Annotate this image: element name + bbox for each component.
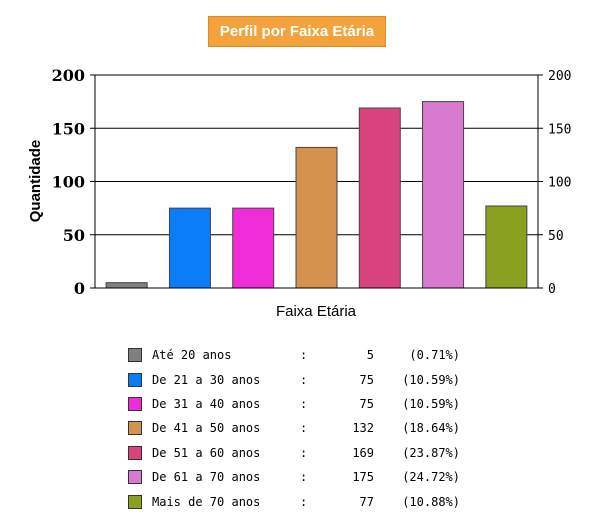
legend-separator: : [300,348,308,363]
y-axis-label: Quantidade [27,140,44,223]
legend-item: De 41 a 50 anos: 132 (18.64%) [128,416,460,440]
y-tick-label-right: 0 [548,282,556,297]
legend-value: 77 [359,494,374,509]
legend-item: De 31 a 40 anos: 75 (10.59%) [128,392,460,416]
legend-label: De 41 a 50 anos [152,421,261,436]
chart-title: Perfil por Faixa Etária [208,16,386,47]
x-axis-label: Faixa Etária [276,303,357,320]
legend-item: De 51 a 60 anos: 169 (23.87%) [128,441,460,465]
legend-swatch [128,421,142,436]
legend-label: De 61 a 70 anos [152,470,261,485]
legend-item: Até 20 anos: 5 (0.71%) [128,343,460,367]
bar [485,205,528,289]
legend: Até 20 anos: 5 (0.71%) De 21 a 30 anos: 75 (1… [128,343,460,514]
legend-separator: : [300,470,308,485]
legend-label: Até 20 anos [152,348,232,363]
legend-separator: : [300,445,308,460]
legend-swatch [128,445,142,460]
y-tick-label-right: 150 [548,122,571,137]
legend-value: 5 [366,348,374,363]
bar-chart: 0 50 100 150 200 0 50 100 150 200 Faixa Etária Q… [27,66,571,320]
y-tick-labels-right: 0 50 100 150 200 [548,69,571,297]
legend-separator: : [300,494,308,509]
legend-value: 175 [352,470,374,485]
legend-value: 132 [352,421,374,436]
legend-percent: (0.71%) [409,348,460,363]
legend-label: Mais de 70 anos [152,494,261,509]
legend-label: De 21 a 30 anos [152,372,261,387]
legend-percent: (18.64%) [402,421,460,436]
legend-swatch [128,396,142,411]
y-tick-label: 150 [52,119,85,138]
bar [168,207,211,289]
legend-swatch [128,470,142,485]
bar [422,101,465,289]
bar [232,207,275,289]
legend-item: De 61 a 70 anos: 175 (24.72%) [128,465,460,489]
y-tick-label: 200 [52,66,85,85]
legend-percent: (10.88%) [402,494,460,509]
legend-label: De 31 a 40 anos [152,396,261,411]
y-tick-label-right: 100 [548,176,571,191]
legend-item: Mais de 70 anos: 77 (10.88%) [128,489,460,513]
legend-swatch [128,372,142,387]
legend-swatch [128,348,142,363]
y-tick-label: 100 [52,173,85,192]
bar [358,107,401,289]
y-tick-label-right: 200 [548,69,571,84]
y-tick-label: 0 [74,279,85,298]
legend-value: 75 [359,372,374,387]
legend-separator: : [300,396,308,411]
legend-swatch [128,494,142,509]
legend-percent: (24.72%) [402,470,460,485]
y-tick-label-right: 50 [548,229,564,244]
legend-label: De 51 a 60 anos [152,445,261,460]
bars [105,101,528,289]
y-tick-labels-left: 0 50 100 150 200 [52,66,85,298]
legend-separator: : [300,421,308,436]
legend-value: 169 [352,445,374,460]
legend-item: De 21 a 30 anos: 75 (10.59%) [128,367,460,391]
legend-value: 75 [359,396,374,411]
legend-percent: (10.59%) [402,396,460,411]
axes [90,74,543,289]
bar [105,282,148,289]
y-tick-label: 50 [63,226,85,245]
legend-percent: (10.59%) [402,372,460,387]
legend-percent: (23.87%) [402,445,460,460]
legend-separator: : [300,372,308,387]
bar [295,146,338,289]
